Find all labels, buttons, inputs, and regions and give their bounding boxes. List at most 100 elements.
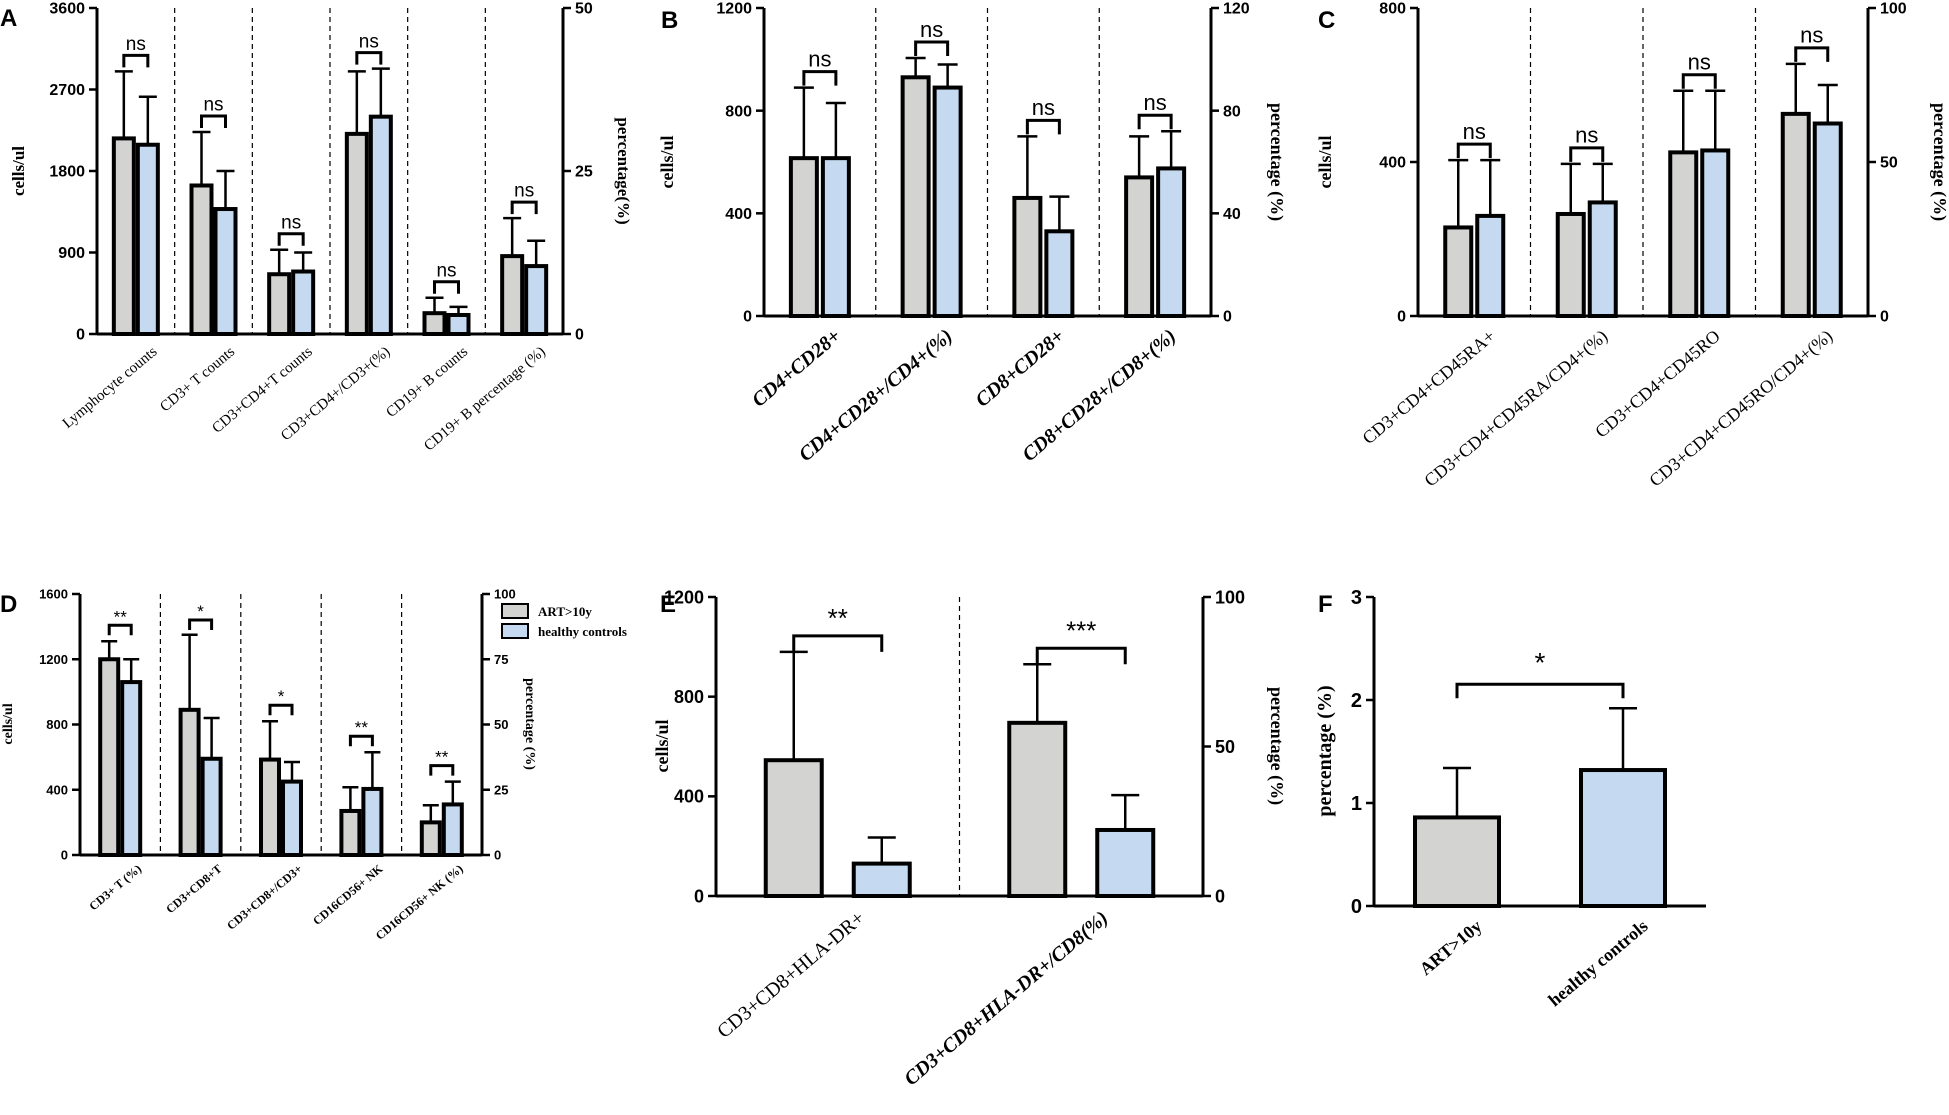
- category-label: CD3+ T counts: [157, 344, 238, 416]
- significance-label: ns: [1463, 119, 1486, 144]
- bar: [900, 75, 931, 318]
- y2-tick-label: 50: [575, 1, 593, 18]
- category-label: CD3+CD8+T: [163, 862, 224, 917]
- y2-tick-label: 100: [494, 587, 516, 602]
- bar: [500, 254, 525, 336]
- bar: [1095, 827, 1156, 898]
- y-tick-label: 2700: [49, 82, 85, 99]
- bar: [344, 131, 369, 336]
- y2-axis-title: percentage(%): [614, 117, 633, 224]
- y-axis-title: cells/ul: [9, 146, 28, 196]
- significance-label: ns: [514, 181, 534, 202]
- bar: [98, 657, 121, 857]
- bar: [1700, 148, 1731, 318]
- y2-tick-label: 0: [1880, 309, 1889, 326]
- legend-swatch: [501, 603, 529, 619]
- category-label: healthy controls: [1544, 916, 1651, 1010]
- significance-label: *: [197, 602, 204, 621]
- significance-bracket: [433, 280, 460, 294]
- y-tick-label: 2: [1351, 690, 1362, 712]
- bar: [281, 779, 303, 857]
- significance-label: ns: [920, 17, 943, 42]
- bar: [524, 264, 549, 337]
- significance-bracket: [1456, 142, 1492, 159]
- significance-label: **: [114, 607, 128, 626]
- significance-label: ns: [1032, 95, 1055, 120]
- panel-e: E 0 400 800 1200 0 50 100 cells/ul percentage (%)…: [652, 587, 1287, 1090]
- bar: [1443, 225, 1474, 318]
- y-tick-label: 3: [1351, 587, 1362, 609]
- y-tick-label: 400: [674, 787, 704, 807]
- category-label: CD3+ T (%): [86, 862, 144, 914]
- category-label: Lymphocyte counts: [60, 344, 161, 432]
- bar: [135, 142, 160, 336]
- y2-tick-label: 75: [494, 652, 508, 667]
- bar: [1044, 229, 1075, 318]
- y-tick-label: 400: [1379, 155, 1406, 172]
- bar: [851, 861, 912, 899]
- category-label: CD3+CD4+CD45RA/CD4+(%): [1420, 326, 1612, 492]
- y-tick-label: 800: [674, 687, 704, 707]
- y-tick-label: 1: [1351, 793, 1362, 815]
- panel-c: C 0 400 800 0 50 100 cells/ul percentage (%) ns ns…: [1315, 1, 1949, 492]
- y-tick-label: 800: [725, 103, 752, 120]
- bar: [339, 808, 362, 857]
- category-label: ART>10y: [1416, 916, 1486, 979]
- y-tick-label: 0: [743, 309, 752, 326]
- significance-label: ns: [359, 31, 379, 52]
- bar: [178, 707, 201, 857]
- bar: [291, 269, 316, 336]
- category-label: CD16CD56+ NK (%): [373, 862, 466, 943]
- category-label: CD19+ B counts: [383, 344, 471, 421]
- significance-label: ns: [1688, 49, 1711, 74]
- bar: [441, 802, 464, 858]
- y-tick-label: 1600: [39, 587, 68, 602]
- y2-tick-label: 80: [1223, 103, 1241, 120]
- y2-tick-label: 0: [494, 848, 501, 863]
- bar: [788, 156, 819, 318]
- y-axis-title: cells/ul: [652, 720, 672, 773]
- panel-b: B 0 400 800 1200 0 40 80 120 cells/ul percentage (…: [657, 1, 1287, 466]
- category-label: CD3+CD8+HLA-DR+/CD8(%): [900, 907, 1112, 1090]
- significance-bracket: [1137, 113, 1173, 130]
- legend-swatch: [501, 623, 529, 639]
- bar: [422, 311, 447, 336]
- panel-d: D 0 400 800 1200 1600 0 25 50 75 100 cells/ul percen…: [0, 587, 537, 943]
- y-tick-label: 1800: [49, 164, 85, 181]
- y-axis-title: cells/ul: [1, 703, 16, 744]
- y2-tick-label: 100: [1215, 587, 1245, 607]
- y2-tick-label: 40: [1223, 206, 1241, 223]
- significance-label: *: [278, 687, 285, 706]
- significance-bracket: [348, 734, 374, 747]
- y2-tick-label: 0: [1215, 886, 1225, 906]
- significance-bracket: [188, 618, 214, 630]
- significance-label: ns: [1800, 23, 1823, 48]
- y-axis-title: cells/ul: [1315, 136, 1335, 189]
- significance-label: ns: [808, 46, 831, 71]
- bar: [361, 786, 384, 858]
- bar: [368, 114, 393, 336]
- significance-label: *: [1535, 647, 1546, 678]
- y-tick-label: 0: [61, 848, 68, 863]
- significance-bracket: [429, 764, 455, 776]
- significance-bracket: [1455, 682, 1625, 699]
- significance-bracket: [802, 70, 838, 86]
- bar: [446, 312, 471, 337]
- y2-tick-label: 120: [1223, 1, 1250, 18]
- significance-bracket: [107, 623, 133, 636]
- y-tick-label: 900: [58, 245, 85, 262]
- legend: ART>10y healthy controls: [501, 603, 627, 639]
- y2-axis-title: percentage (%): [1266, 103, 1287, 221]
- y2-tick-label: 0: [575, 327, 584, 344]
- bar: [1555, 211, 1586, 319]
- panel-letter: F: [1318, 591, 1333, 618]
- bar: [1812, 121, 1843, 318]
- category-label: CD16CD56+ NK: [310, 861, 386, 928]
- y-tick-label: 800: [46, 717, 68, 732]
- significance-bracket: [792, 634, 884, 652]
- y2-tick-label: 25: [494, 782, 508, 797]
- legend-label: ART>10y: [538, 604, 592, 619]
- significance-label: ***: [1066, 615, 1096, 645]
- category-label: CD3+CD4+CD45RO/CD4+(%): [1645, 326, 1837, 492]
- significance-label: **: [828, 603, 848, 633]
